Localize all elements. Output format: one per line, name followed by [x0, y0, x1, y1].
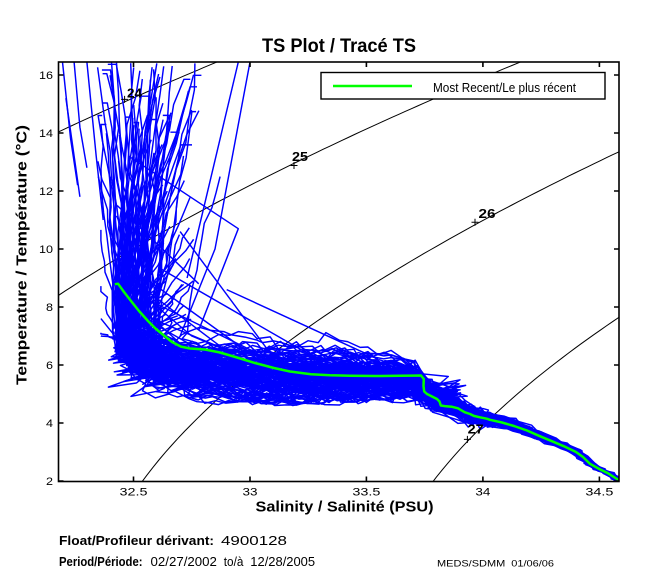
svg-text:Temperature / Température (°C): Temperature / Température (°C): [14, 125, 31, 385]
svg-text:TS Plot / Tracé TS: TS Plot / Tracé TS: [262, 36, 416, 57]
svg-text:12: 12: [39, 186, 53, 198]
svg-text:to/à: to/à: [224, 554, 244, 569]
svg-text:4900128: 4900128: [221, 533, 287, 548]
svg-text:Most Recent/Le plus récent: Most Recent/Le plus récent: [433, 80, 576, 95]
svg-text:MEDS/SDMM 01/06/06: MEDS/SDMM 01/06/06: [437, 559, 554, 569]
svg-text:16: 16: [39, 70, 53, 82]
svg-text:33: 33: [243, 487, 258, 499]
svg-text:Salinity / Salinité (PSU): Salinity / Salinité (PSU): [256, 500, 434, 516]
svg-text:4: 4: [46, 418, 53, 430]
svg-text:02/27/2002: 02/27/2002: [151, 554, 217, 569]
svg-text:Period/Période:: Period/Période:: [59, 554, 143, 569]
svg-text:27: 27: [468, 422, 484, 437]
svg-text:12/28/2005: 12/28/2005: [250, 554, 315, 569]
svg-text:26: 26: [479, 206, 496, 221]
svg-text:2: 2: [46, 476, 53, 488]
svg-text:10: 10: [39, 244, 53, 256]
svg-text:34: 34: [475, 487, 490, 499]
svg-text:25: 25: [292, 149, 308, 164]
svg-text:8: 8: [46, 302, 53, 314]
svg-text:6: 6: [46, 360, 53, 372]
svg-text:24: 24: [127, 86, 143, 101]
svg-text:34.5: 34.5: [585, 487, 613, 499]
svg-text:33.5: 33.5: [352, 487, 380, 499]
svg-text:14: 14: [39, 128, 53, 140]
svg-text:32.5: 32.5: [120, 487, 148, 499]
svg-text:Float/Profileur dérivant:: Float/Profileur dérivant:: [59, 533, 214, 548]
